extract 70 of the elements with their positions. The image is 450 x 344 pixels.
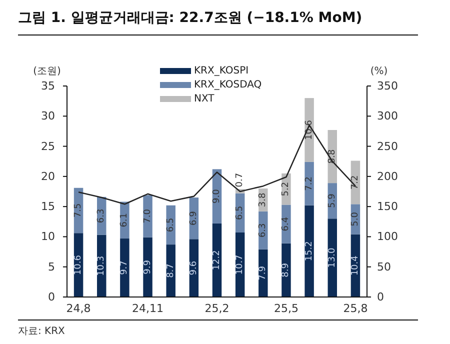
data-label: 6.4 (281, 216, 292, 232)
y2-tick-label: 50 (377, 260, 391, 274)
data-label: 8.8 (327, 149, 338, 164)
data-label: 10.7 (235, 254, 246, 275)
y-tick-label: 30 (41, 110, 55, 123)
data-label: 9.6 (188, 260, 199, 276)
x-tick-label: 24,8 (66, 302, 91, 315)
text: 자료: KRX (18, 326, 66, 337)
bar (258, 211, 268, 250)
chart-title: 그림 1. 일평균거래대금: 22.7조원 (−18.1% MoM) (18, 10, 362, 26)
data-label: 10.3 (96, 256, 107, 276)
data-label: 8.7 (166, 264, 176, 278)
data-label: 7.0 (142, 208, 153, 224)
bar (258, 249, 268, 297)
bar (166, 205, 176, 245)
bar (304, 205, 314, 297)
data-label: 9.0 (212, 188, 222, 204)
data-label: 6.3 (96, 208, 107, 224)
bar (143, 195, 152, 238)
data-label: 10.4 (350, 255, 360, 276)
data-label: 7.2 (304, 176, 314, 191)
y-tick-label: 35 (41, 80, 55, 92)
x-tick-label: 24,11 (132, 302, 164, 315)
data-label: 9.7 (120, 260, 130, 275)
y2-tick-label: 300 (377, 110, 398, 123)
y-axis-title: (조원) (33, 66, 61, 77)
x-tick-label: 25,8 (343, 302, 368, 315)
data-label: 8.9 (281, 262, 292, 278)
data-label: 15.2 (304, 241, 314, 262)
data-label: 10.6 (74, 254, 84, 276)
data-label: 0.7 (235, 172, 246, 188)
bar (282, 204, 291, 244)
y2-tick-label: 350 (377, 80, 398, 92)
bar (143, 237, 152, 297)
y2-tick-label: 250 (377, 140, 398, 153)
legend-label: KRX_KOSPI (194, 66, 249, 76)
y-tick-label: 20 (41, 170, 55, 183)
y2-tick-label: 150 (377, 200, 398, 214)
bar (282, 243, 291, 297)
data-label: 5.9 (327, 193, 338, 208)
x-tick-label: 25,2 (204, 302, 230, 315)
data-label: 5.0 (350, 212, 360, 226)
y-tick-label: 25 (41, 140, 55, 153)
y-tick-label: 15 (41, 200, 55, 214)
data-label: 3.8 (258, 192, 268, 208)
legend-label: KRX_KOSDAQ (194, 80, 262, 90)
data-label: 6.5 (166, 218, 176, 232)
legend-label: NXT (194, 94, 216, 104)
data-label: 6.1 (120, 212, 130, 228)
y2-tick-label: 100 (377, 230, 398, 244)
bar (166, 244, 176, 297)
bar (120, 238, 130, 297)
data-label: 7.2 (350, 175, 360, 190)
data-label: 5.2 (281, 182, 292, 196)
y2-tick-label: 200 (377, 170, 398, 183)
data-label: 6.5 (235, 206, 246, 220)
y-tick-label: 10 (41, 230, 55, 244)
y2-axis-title: (%) (370, 66, 388, 77)
y2-tick-label: 0 (377, 290, 384, 304)
y-tick-label: 5 (48, 260, 55, 274)
data-label: 7.9 (258, 266, 268, 280)
x-tick-label: 25,5 (274, 302, 298, 315)
y-tick-label: 0 (48, 290, 55, 304)
bar (304, 162, 314, 206)
data-label: 6.3 (258, 223, 268, 238)
data-label: 13.0 (327, 248, 338, 268)
data-label: 6.9 (188, 210, 199, 226)
data-label: 9.9 (142, 260, 153, 274)
data-label: 7.5 (74, 203, 84, 218)
data-label: 12.2 (212, 250, 222, 270)
